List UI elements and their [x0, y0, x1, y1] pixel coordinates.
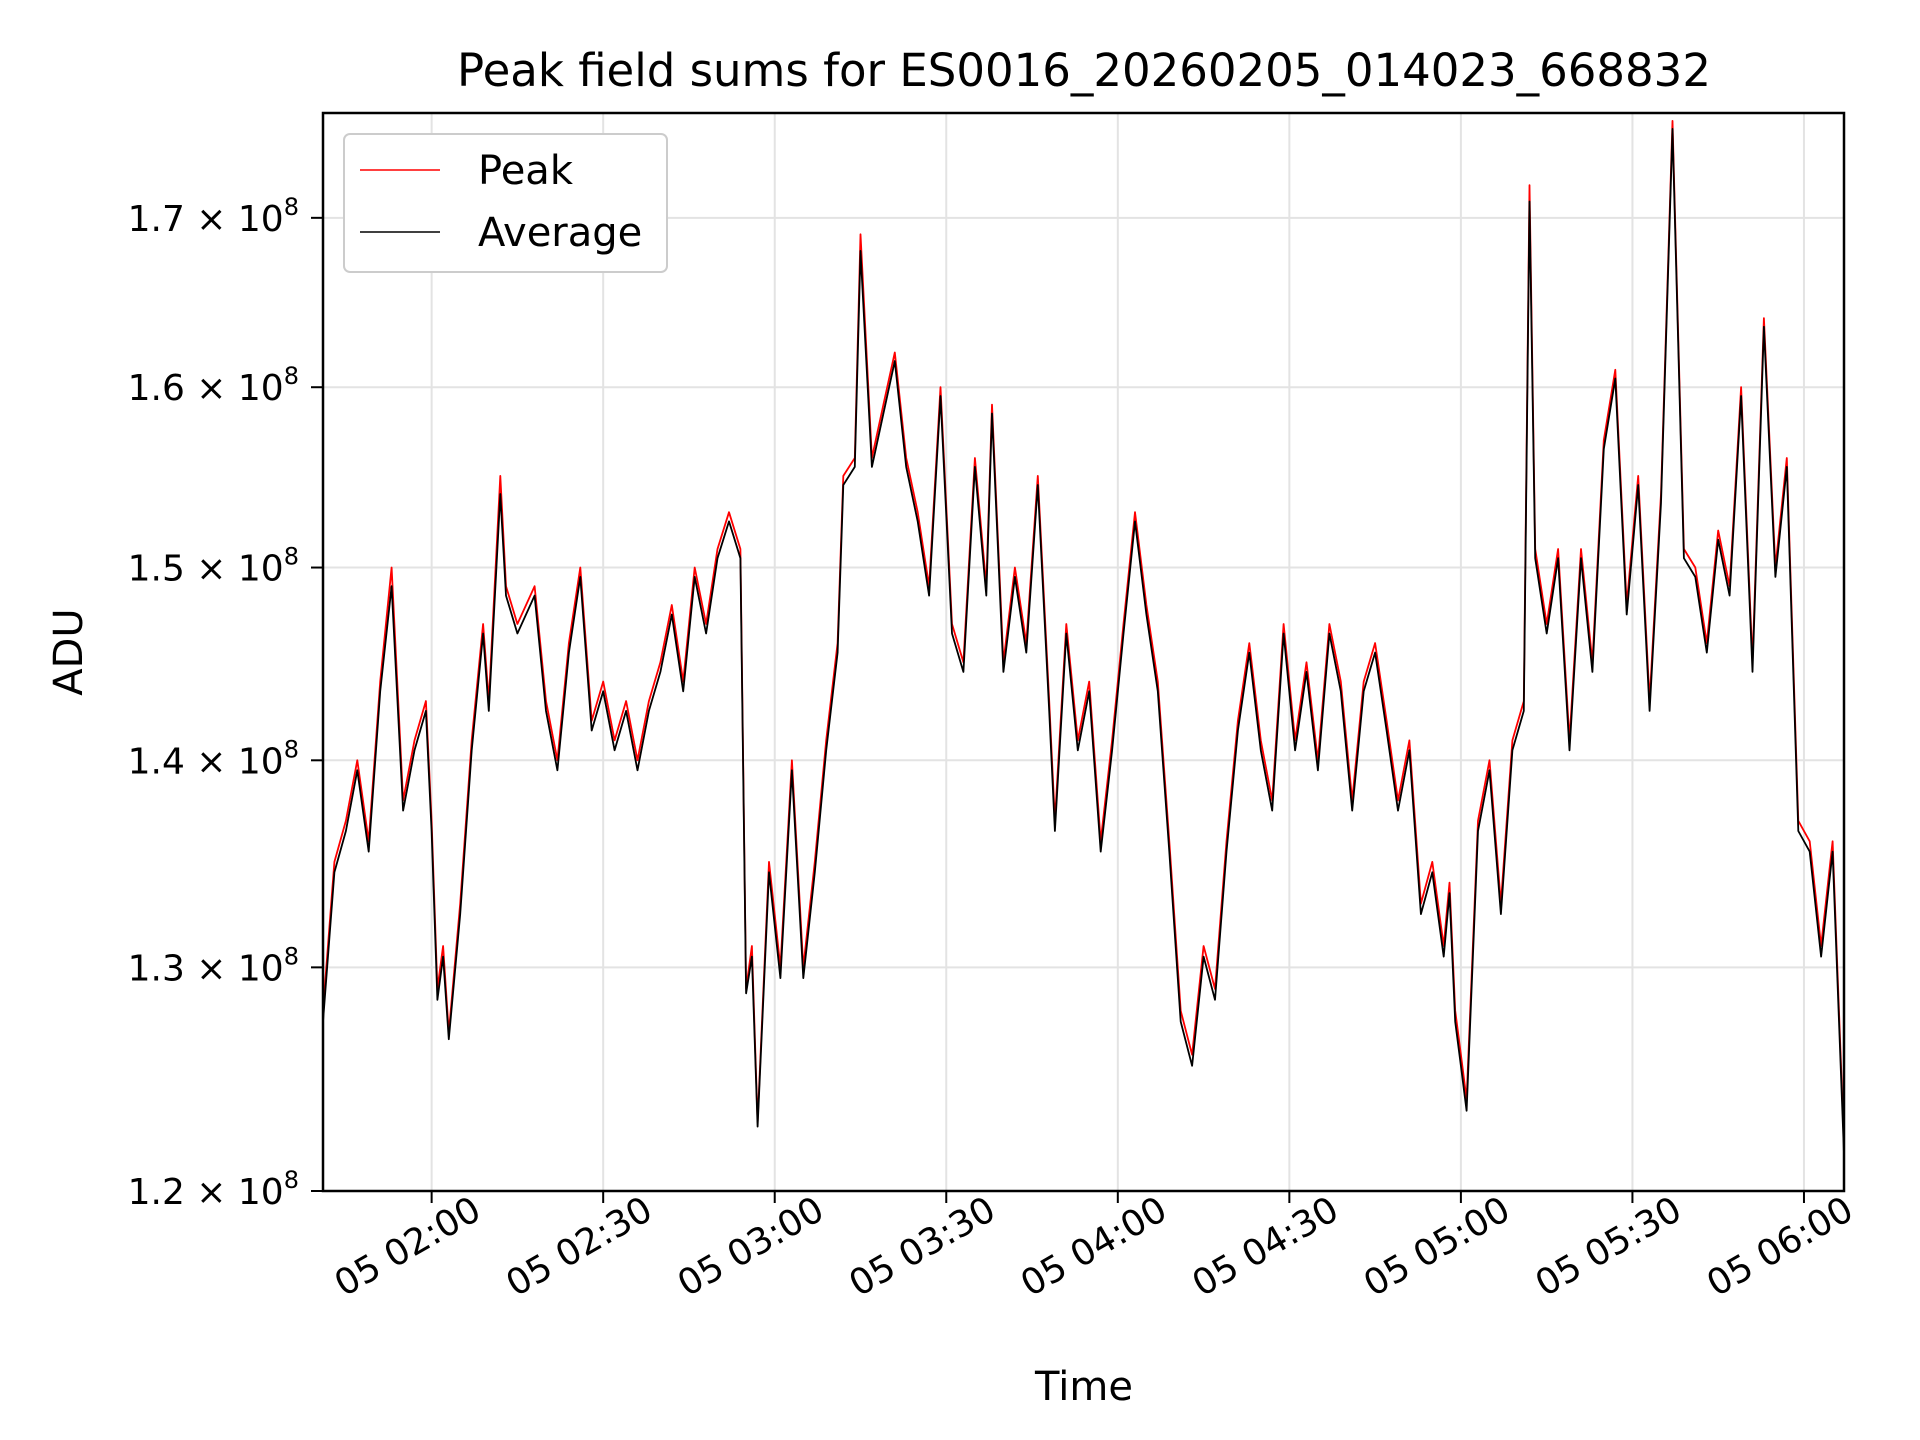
y-tick-label: 1.6 × 108	[128, 362, 299, 409]
x-tick-label: 05 05:00	[1357, 1189, 1517, 1305]
y-tick-label: 1.4 × 108	[128, 735, 299, 782]
x-tick-label: 05 04:30	[1186, 1189, 1346, 1305]
legend-label-average: Average	[478, 210, 642, 256]
chart-title: Peak field sums for ES0016_20260205_0140…	[457, 44, 1711, 97]
grid	[323, 113, 1844, 1192]
x-tick-label: 05 04:00	[1014, 1189, 1174, 1305]
series-line-average	[322, 128, 1845, 1192]
plot-frame	[321, 111, 1846, 1193]
legend-box	[343, 133, 668, 273]
legend: Peak Average	[343, 133, 668, 273]
y-tick-label: 1.2 × 108	[128, 1166, 299, 1213]
x-tick-label: 05 02:30	[499, 1189, 659, 1305]
x-tick-label: 05 02:00	[328, 1189, 488, 1305]
y-axis-label: ADU	[46, 608, 92, 695]
legend-label-peak: Peak	[478, 148, 574, 194]
y-tick-label: 1.7 × 108	[128, 193, 299, 240]
x-axis: 05 02:00 05 02:30 05 03:00 05 03:30 05 04:00…	[328, 1189, 1860, 1305]
y-axis: 1.2 × 108 1.3 × 108 1.4 × 108 1.5 × 108 1.6 …	[128, 193, 323, 1213]
x-axis-label: Time	[1034, 1364, 1133, 1410]
y-tick-label: 1.5 × 108	[128, 543, 299, 590]
series-layer	[322, 120, 1845, 1192]
x-tick-label: 05 03:30	[843, 1189, 1003, 1305]
x-tick-label: 05 03:00	[671, 1189, 831, 1305]
y-tick-label: 1.3 × 108	[128, 942, 299, 989]
x-tick-label: 05 06:00	[1700, 1189, 1860, 1305]
x-tick-label: 05 05:30	[1529, 1189, 1689, 1305]
series-line-peak	[322, 120, 1845, 1192]
